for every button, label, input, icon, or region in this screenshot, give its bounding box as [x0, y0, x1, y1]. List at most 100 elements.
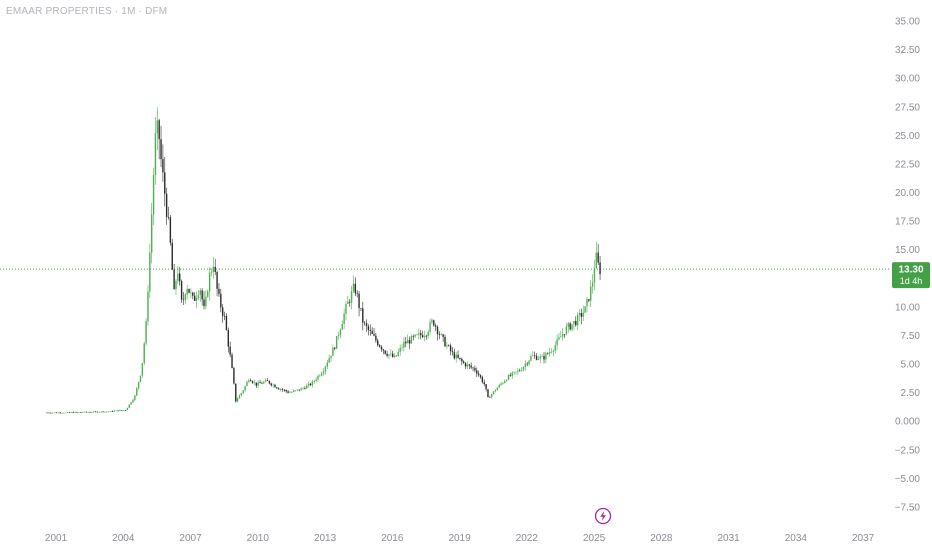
candle-body: [593, 267, 596, 283]
candle-body: [279, 389, 282, 390]
candle-body: [231, 354, 233, 369]
candle-body: [326, 362, 329, 367]
lightning-icon[interactable]: [594, 507, 612, 525]
candle-body: [440, 334, 442, 336]
candle-body: [311, 381, 314, 386]
candle-body: [410, 336, 413, 344]
candle-body: [446, 345, 448, 347]
candle-body: [57, 412, 59, 414]
candle-body: [263, 381, 265, 384]
candle-body: [197, 295, 200, 298]
x-tick-label: 2004: [112, 533, 135, 544]
candle-body: [558, 337, 560, 340]
candle-body: [397, 351, 399, 356]
candle-body: [390, 353, 392, 355]
candle-body: [470, 365, 472, 368]
candle-body: [212, 266, 215, 272]
candle-body: [150, 214, 153, 253]
candle-body: [431, 320, 433, 323]
candle-body: [113, 410, 116, 412]
candle-body: [339, 329, 342, 336]
candle-body: [496, 387, 499, 391]
candle-body: [358, 293, 360, 308]
y-tick-label: 15.00: [895, 245, 920, 256]
candle-body: [278, 388, 280, 390]
candle-body: [427, 331, 429, 336]
candle-body: [464, 363, 467, 367]
candle-body: [477, 373, 480, 376]
candle-body: [406, 340, 409, 344]
candle-body: [51, 412, 54, 414]
candle-body: [535, 355, 538, 360]
y-tick-label: 5.00: [901, 360, 921, 371]
candle-body: [345, 303, 347, 314]
x-tick-label: 2031: [717, 533, 740, 544]
x-tick-label: 2001: [45, 533, 68, 544]
candle-body: [597, 252, 599, 263]
candle-body: [190, 292, 192, 294]
candle-body: [173, 269, 175, 290]
candle-body: [380, 346, 383, 350]
candle-body: [193, 295, 196, 301]
candle-body: [169, 217, 172, 243]
candle-body: [251, 381, 254, 383]
candle-body: [349, 301, 351, 303]
candle-body: [70, 412, 73, 413]
candle-body: [466, 364, 469, 367]
candle-body: [451, 351, 454, 353]
candle-body: [255, 382, 258, 386]
candle-body: [388, 354, 390, 356]
candle-body: [147, 291, 149, 322]
candle-body: [335, 335, 338, 349]
price-axis[interactable]: 35.00 32.50 30.00 27.50 25.00 22.50 20.00 17.50…: [895, 17, 921, 514]
candle-body: [462, 361, 465, 364]
candle-body: [201, 290, 203, 300]
candle-body: [302, 388, 304, 389]
candle-body: [55, 412, 58, 414]
candle-body: [360, 307, 362, 309]
candle-body: [375, 335, 377, 341]
candle-body: [373, 333, 375, 336]
candle-body: [479, 375, 482, 378]
candle-body: [457, 354, 459, 358]
x-tick-label: 2019: [448, 533, 471, 544]
candle-body: [433, 320, 435, 326]
candle-body: [584, 306, 586, 313]
candle-body: [46, 412, 48, 414]
candle-body: [565, 326, 568, 335]
candle-body: [552, 350, 555, 352]
candle-body: [78, 412, 80, 413]
candle-body: [369, 329, 371, 331]
candle-body: [532, 355, 534, 357]
candle-body: [195, 297, 198, 301]
candle-body: [306, 385, 308, 389]
candle-body: [423, 335, 426, 338]
candle-body: [76, 412, 78, 413]
time-axis[interactable]: 2001 2004 2007 2010 2013 2016 2019 2022 2025 2028…: [45, 533, 875, 544]
candle-body: [283, 389, 286, 391]
price-badge-background: [892, 262, 930, 289]
candle-body: [225, 315, 228, 331]
candle-body: [367, 326, 370, 330]
candle-body: [203, 299, 205, 307]
candle-body: [87, 412, 89, 413]
candle-body: [244, 385, 246, 391]
candle-body: [530, 356, 532, 361]
candle-body: [259, 382, 261, 384]
candle-body: [481, 377, 484, 383]
y-tick-label: 10.00: [895, 302, 920, 313]
y-tick-label: 17.50: [895, 217, 920, 228]
candle-body: [515, 371, 517, 373]
candle-body: [377, 340, 379, 346]
candle-body: [356, 293, 358, 294]
candle-body: [253, 382, 256, 384]
candle-body: [233, 368, 235, 384]
candle-body: [207, 291, 209, 297]
candle-body: [115, 410, 117, 412]
candle-body: [235, 383, 237, 402]
candle-body: [210, 271, 213, 273]
candle-body: [109, 411, 112, 412]
candle-body: [500, 383, 502, 385]
